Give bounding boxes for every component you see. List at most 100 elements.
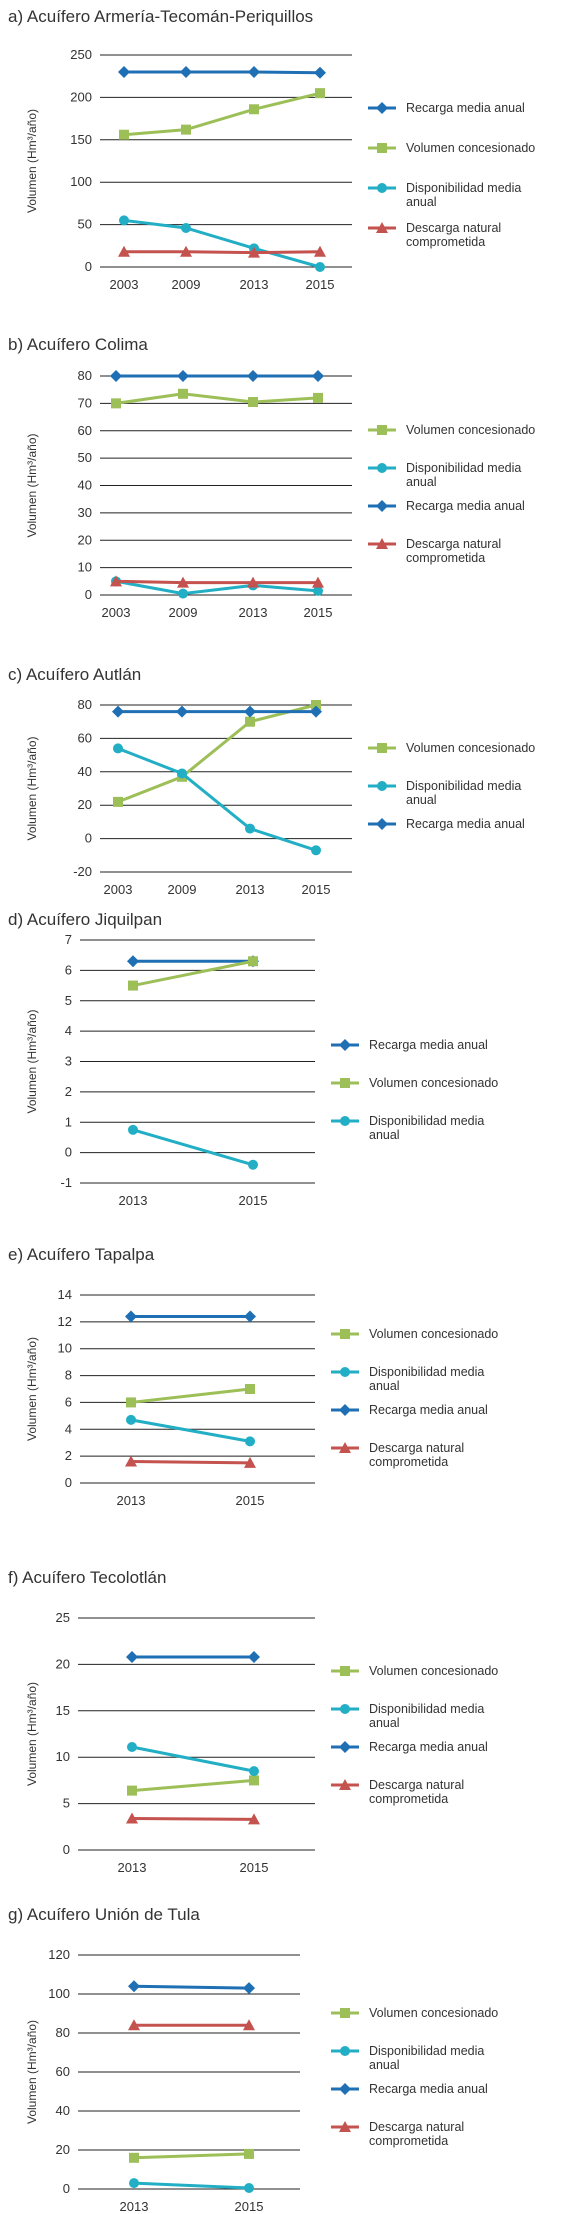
y-tick-label: 80 [56, 2025, 70, 2040]
data-point-volumen [245, 716, 255, 727]
chart-title: a) Acuífero Armería-Tecomán-Periquillos [8, 7, 313, 26]
y-tick-label: 120 [48, 1947, 70, 1962]
chart-title: d) Acuífero Jiquilpan [8, 910, 162, 929]
data-point-descarga [243, 2019, 255, 2031]
data-point-disponibilidad [119, 215, 129, 226]
series-line-disponibilidad [132, 1128, 254, 1167]
x-tick-label: 2015 [239, 1193, 268, 1208]
data-point-disponibilidad [244, 2183, 254, 2194]
data-point-recarga [310, 705, 322, 718]
data-point-disponibilidad [178, 588, 188, 599]
data-point-descarga [128, 2019, 140, 2031]
y-tick-label: 14 [58, 1287, 72, 1302]
chart-title: e) Acuífero Tapalpa [8, 1245, 155, 1264]
series-line-volumen [117, 703, 317, 804]
y-tick-label: 2 [65, 1084, 72, 1099]
data-point-descarga [118, 245, 130, 257]
legend-marker-descarga [376, 538, 388, 549]
legend-marker-recarga [339, 1404, 351, 1416]
x-tick-label: 2013 [119, 1193, 148, 1208]
y-tick-label: 6 [65, 962, 72, 977]
y-tick-label: 0 [63, 2181, 70, 2196]
data-point-recarga [243, 1982, 255, 1995]
data-point-descarga [125, 1455, 137, 1467]
series-line-disponibilidad [130, 1418, 251, 1443]
series-line-descarga [130, 1460, 251, 1465]
legend-marker-descarga [339, 1442, 351, 1453]
legend-marker-disponibilidad [377, 183, 387, 193]
y-tick-label: 25 [56, 1610, 70, 1625]
legend-marker-recarga [376, 102, 388, 114]
y-tick-label: 4 [65, 1023, 72, 1038]
data-point-volumen [315, 88, 325, 99]
data-point-volumen [126, 1397, 136, 1408]
data-point-descarga [244, 1456, 256, 1468]
x-tick-label: 2003 [104, 882, 133, 897]
chart-3: d) Acuífero Jiquilpan -1 0 1 2 3 4 5 6 7 2013 2015 V… [8, 910, 498, 1208]
data-point-descarga [110, 575, 122, 587]
legend-label: Disponibilidad media anual [369, 1365, 484, 1393]
x-tick-label: 2009 [168, 882, 197, 897]
y-axis-label: Volumen (Hm³/año) [25, 736, 39, 840]
data-point-recarga [248, 1650, 260, 1663]
x-tick-label: 2013 [118, 1860, 147, 1875]
data-point-recarga [312, 370, 324, 382]
data-point-descarga [126, 1812, 138, 1824]
y-tick-label: 250 [70, 47, 92, 62]
y-tick-label: 7 [65, 932, 72, 947]
legend-label: Descarga natural comprometida [369, 2120, 464, 2148]
legend-label: Recarga media anual [369, 2082, 488, 2096]
y-tick-label: 12 [58, 1314, 72, 1329]
y-axis-label: Volumen (Hm³/año) [25, 1682, 39, 1786]
data-point-descarga [248, 1813, 260, 1825]
legend-label: Volumen concesionado [406, 141, 535, 155]
data-point-disponibilidad [311, 845, 321, 856]
data-point-disponibilidad [313, 585, 323, 596]
series-line-disponibilidad [133, 2181, 250, 2190]
legend-marker-volumen [340, 2008, 350, 2018]
chart-6: g) Acuífero Unión de Tula 0 20 40 60 80 100 120… [8, 1905, 498, 2214]
y-tick-label: 8 [65, 1368, 72, 1383]
data-point-disponibilidad [127, 1741, 137, 1752]
data-point-volumen [181, 124, 191, 135]
x-tick-label: 2003 [110, 277, 139, 292]
data-point-descarga [247, 576, 259, 588]
data-point-volumen [249, 1775, 259, 1786]
data-point-disponibilidad [129, 2178, 139, 2189]
series-line-descarga [115, 579, 318, 585]
y-axis-label: Volumen (Hm³/año) [25, 433, 39, 537]
legend-marker-recarga [376, 818, 388, 830]
legend-marker-recarga [339, 2083, 351, 2095]
legend-marker-recarga [339, 1039, 351, 1051]
y-tick-label: 0 [65, 1475, 72, 1490]
y-tick-label: 0 [65, 1145, 72, 1160]
y-tick-label: 60 [78, 730, 92, 745]
chart-title: b) Acuífero Colima [8, 335, 148, 354]
data-point-recarga [314, 66, 326, 79]
legend-marker-recarga [339, 1741, 351, 1753]
legend-marker-volumen [377, 425, 387, 435]
series-line-disponibilidad [115, 579, 319, 596]
data-point-recarga [125, 1310, 137, 1323]
data-point-recarga [127, 955, 139, 968]
series-line-recarga [133, 1984, 250, 1990]
series-line-descarga [124, 250, 321, 255]
y-tick-label: 70 [78, 395, 92, 410]
legend-marker-disponibilidad [340, 1367, 350, 1377]
y-tick-label: 6 [65, 1394, 72, 1409]
legend-marker-disponibilidad [340, 1116, 350, 1126]
legend-label: Disponibilidad media anual [369, 2044, 484, 2072]
y-tick-label: 200 [70, 89, 92, 104]
legend-label: Volumen concesionado [369, 1664, 498, 1678]
data-point-recarga [247, 370, 259, 382]
data-point-recarga [248, 65, 260, 78]
legend-label: Disponibilidad media anual [406, 181, 521, 209]
y-axis-label: Volumen (Hm³/año) [25, 109, 39, 213]
data-point-disponibilidad [245, 823, 255, 834]
y-tick-label: -20 [73, 864, 92, 879]
data-point-volumen [111, 398, 121, 409]
series-line-recarga [124, 70, 321, 75]
legend-marker-descarga [339, 1779, 351, 1790]
y-tick-label: 5 [65, 993, 72, 1008]
